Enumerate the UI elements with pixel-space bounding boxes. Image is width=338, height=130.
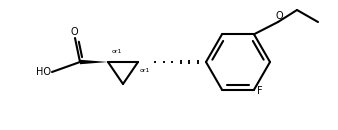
Text: or1: or1	[112, 49, 122, 54]
Text: HO: HO	[36, 67, 51, 77]
Text: or1: or1	[140, 68, 150, 73]
Polygon shape	[80, 60, 108, 64]
Text: F: F	[257, 86, 263, 96]
Text: O: O	[275, 11, 283, 21]
Text: O: O	[70, 27, 78, 37]
